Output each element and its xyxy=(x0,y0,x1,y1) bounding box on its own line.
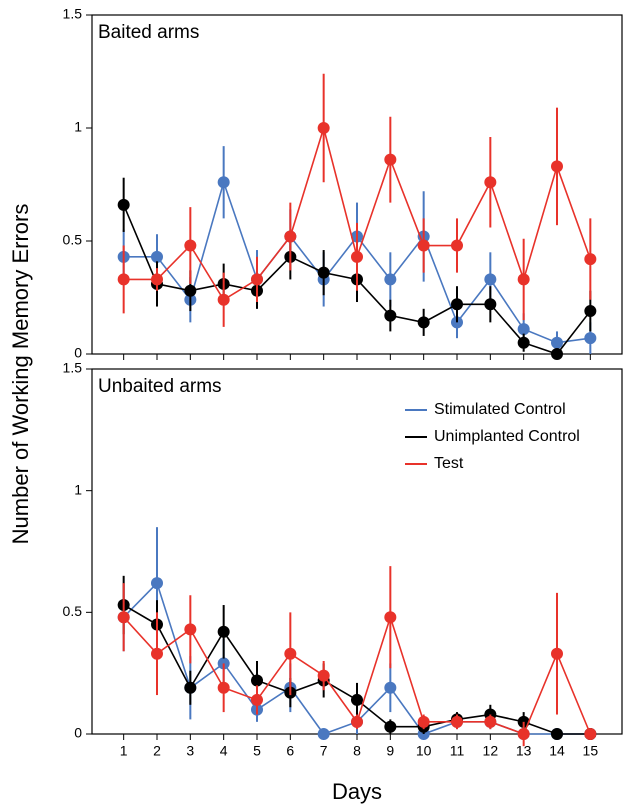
y-tick-label: 0.5 xyxy=(63,603,83,619)
marker xyxy=(284,230,297,243)
x-tick-label: 9 xyxy=(386,743,394,759)
marker xyxy=(117,198,130,211)
marker xyxy=(384,273,397,286)
y-tick-label: 1.5 xyxy=(63,6,83,22)
marker xyxy=(517,273,530,286)
marker xyxy=(384,720,397,733)
marker xyxy=(251,273,263,286)
legend-label: Unimplanted Control xyxy=(434,428,580,445)
y-tick-label: 1 xyxy=(74,119,82,135)
marker xyxy=(451,715,463,728)
marker xyxy=(117,273,130,286)
x-tick-label: 15 xyxy=(583,743,599,759)
marker xyxy=(417,715,430,728)
marker xyxy=(451,239,463,252)
marker xyxy=(551,336,563,349)
marker xyxy=(184,681,197,694)
x-tick-label: 3 xyxy=(186,743,194,759)
x-tick-label: 8 xyxy=(353,743,361,759)
marker xyxy=(484,715,497,728)
marker xyxy=(217,293,230,306)
x-tick-label: 5 xyxy=(253,743,261,759)
marker xyxy=(584,332,597,345)
series xyxy=(117,73,597,327)
marker xyxy=(551,647,563,660)
x-tick-label: 4 xyxy=(220,743,228,759)
marker xyxy=(251,674,263,687)
marker xyxy=(351,693,363,706)
marker xyxy=(584,728,597,740)
y-tick-label: 1 xyxy=(74,481,82,497)
marker xyxy=(517,323,530,336)
marker xyxy=(151,273,163,286)
marker xyxy=(517,336,530,349)
marker xyxy=(251,693,263,706)
marker xyxy=(551,348,563,360)
marker xyxy=(384,309,397,322)
marker xyxy=(584,305,597,318)
x-tick-label: 10 xyxy=(416,743,432,759)
plot-frame xyxy=(91,14,623,355)
marker xyxy=(184,239,197,252)
marker xyxy=(351,715,363,728)
x-tick-label: 7 xyxy=(320,743,328,759)
x-tick-label: 6 xyxy=(286,743,294,759)
marker xyxy=(217,681,230,694)
marker xyxy=(551,160,563,173)
plot-frame xyxy=(91,368,623,735)
marker xyxy=(117,611,130,624)
marker xyxy=(551,728,563,740)
marker xyxy=(217,176,230,189)
marker xyxy=(417,239,430,252)
marker xyxy=(151,250,163,263)
marker xyxy=(451,298,463,311)
y-tick-label: 0 xyxy=(74,345,82,361)
y-tick-label: 0 xyxy=(74,725,82,741)
marker xyxy=(184,284,197,297)
x-tick-label: 13 xyxy=(516,743,532,759)
x-tick-label: 1 xyxy=(120,743,128,759)
marker xyxy=(317,122,330,134)
legend-label: Test xyxy=(434,455,464,472)
marker xyxy=(217,625,230,638)
marker xyxy=(317,728,330,740)
marker xyxy=(317,669,330,682)
y-tick-label: 1.5 xyxy=(63,360,83,376)
marker xyxy=(484,273,497,286)
series xyxy=(117,566,597,747)
marker xyxy=(584,253,597,266)
x-tick-label: 11 xyxy=(450,743,465,759)
marker xyxy=(384,153,397,166)
marker xyxy=(384,611,397,624)
marker xyxy=(517,728,530,740)
marker xyxy=(384,681,397,694)
marker xyxy=(151,647,163,660)
marker xyxy=(417,316,430,329)
panel-title: Unbaited arms xyxy=(98,376,222,397)
marker xyxy=(351,250,363,263)
x-tick-label: 12 xyxy=(483,743,499,759)
x-axis-label: Days xyxy=(332,779,382,804)
marker xyxy=(317,266,330,279)
marker xyxy=(484,298,497,311)
marker xyxy=(484,176,497,189)
legend-label: Stimulated Control xyxy=(434,401,566,418)
marker xyxy=(284,647,297,660)
x-tick-label: 14 xyxy=(549,743,565,759)
x-tick-label: 2 xyxy=(153,743,161,759)
y-axis-label: Number of Working Memory Errors xyxy=(8,204,33,545)
marker xyxy=(151,577,163,590)
y-tick-label: 0.5 xyxy=(63,232,83,248)
marker xyxy=(184,623,197,636)
panel-title: Baited arms xyxy=(98,22,199,43)
